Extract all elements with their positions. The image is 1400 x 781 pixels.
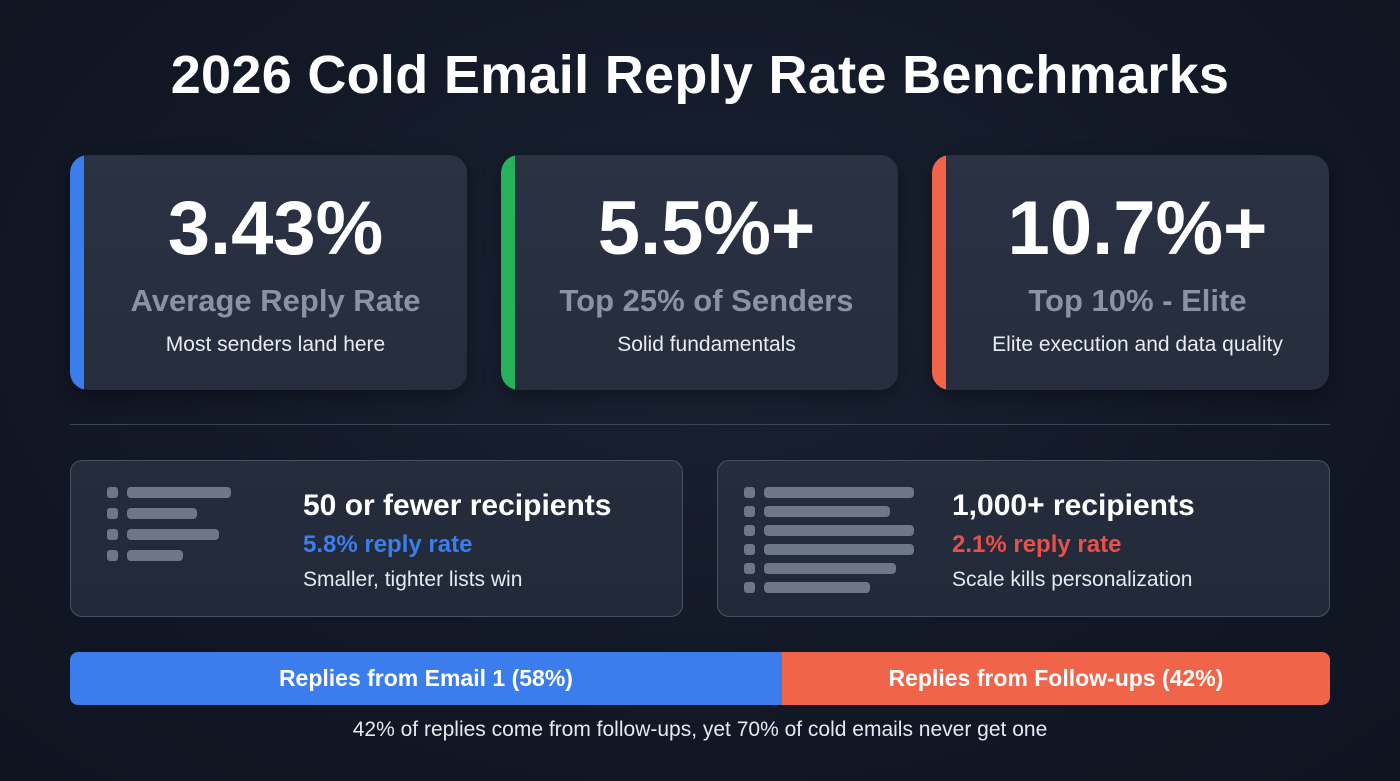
short-list-icon [107, 487, 237, 567]
section-divider [70, 424, 1330, 425]
accent-bar [501, 155, 515, 390]
segment-rate: 2.1% reply rate [952, 531, 1122, 558]
page-title: 2026 Cold Email Reply Rate Benchmarks [170, 45, 1230, 105]
accent-bar [932, 155, 946, 390]
stat-description: Elite execution and data quality [992, 333, 1283, 356]
stat-label: Average Reply Rate [130, 283, 421, 318]
segment-note: Smaller, tighter lists win [303, 568, 523, 591]
accent-bar [70, 155, 84, 390]
stat-description: Solid fundamentals [617, 333, 796, 356]
split-segment-follow-ups: Replies from Follow-ups (42%) [781, 652, 1330, 705]
stat-value: 5.5%+ [597, 186, 816, 271]
segment-rate: 5.8% reply rate [303, 531, 473, 558]
long-list-icon [744, 487, 924, 597]
split-segment-email-1: Replies from Email 1 (58%) [70, 652, 782, 705]
segment-note: Scale kills personalization [952, 568, 1193, 591]
segment-card-small-list: 50 or fewer recipients 5.8% reply rate S… [70, 460, 683, 617]
segment-heading: 1,000+ recipients [952, 489, 1195, 522]
stat-description: Most senders land here [165, 333, 386, 356]
stat-value: 10.7%+ [1007, 186, 1268, 271]
reply-split-bar: Replies from Email 1 (58%) Replies from … [70, 652, 1330, 705]
segment-card-large-list: 1,000+ recipients 2.1% reply rate Scale … [717, 460, 1330, 617]
footnote-caption: 42% of replies come from follow-ups, yet… [352, 718, 1048, 741]
stat-card-top-25: 5.5%+ Top 25% of Senders Solid fundament… [501, 155, 898, 390]
segment-heading: 50 or fewer recipients [303, 489, 612, 522]
stat-card-average: 3.43% Average Reply Rate Most senders la… [70, 155, 467, 390]
stat-value: 3.43% [167, 186, 384, 271]
stat-label: Top 10% - Elite [1028, 283, 1247, 318]
stat-label: Top 25% of Senders [559, 283, 854, 318]
stat-card-top-10: 10.7%+ Top 10% - Elite Elite execution a… [932, 155, 1329, 390]
